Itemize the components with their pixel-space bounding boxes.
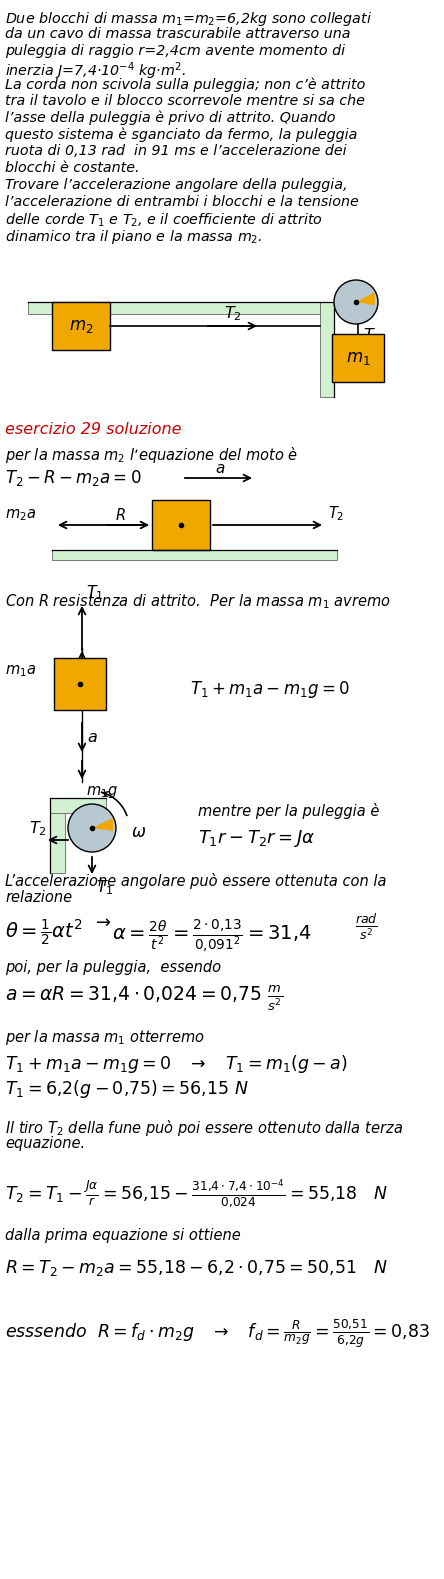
Text: $T_1 + m_1 a - m_1 g = 0$: $T_1 + m_1 a - m_1 g = 0$ [190,679,350,699]
Text: questo sistema è sganciato da fermo, la puleggia: questo sistema è sganciato da fermo, la … [5,128,357,142]
Text: inerzia $J$=7,4·10$^{-4}$ kg·m$^2$.: inerzia $J$=7,4·10$^{-4}$ kg·m$^2$. [5,60,186,82]
Bar [320,302,334,396]
Text: $T_1 + m_1 a - m_1 g = 0$   $\rightarrow$   $T_1 = m_1 ( g - a )$: $T_1 + m_1 a - m_1 g = 0$ $\rightarrow$ … [5,1053,348,1075]
Text: blocchi è costante.: blocchi è costante. [5,161,139,175]
Text: $m_2 a$: $m_2 a$ [5,507,36,523]
Text: $R$: $R$ [115,507,125,523]
Text: l’asse della puleggia è privo di attrito. Quando: l’asse della puleggia è privo di attrito… [5,111,336,125]
Text: poi, per la puleggia,  essendo: poi, per la puleggia, essendo [5,960,221,974]
Text: da un cavo di massa trascurabile attraverso una: da un cavo di massa trascurabile attrave… [5,27,350,41]
Text: dinamico tra il piano e la massa $m_2$.: dinamico tra il piano e la massa $m_2$. [5,229,262,246]
Text: $m_1 a$: $m_1 a$ [5,663,36,679]
Text: Trovare l’accelerazione angolare della puleggia,: Trovare l’accelerazione angolare della p… [5,178,348,193]
Text: Con R resistenza di attrito.  Per la massa $m_1$ avremo: Con R resistenza di attrito. Per la mass… [5,592,391,611]
Circle shape [334,279,378,324]
Text: $T_1 = 6{,}2( g - 0{,}75 ) = 56{,}15\ N$: $T_1 = 6{,}2( g - 0{,}75 ) = 56{,}15\ N$ [5,1078,249,1101]
Bar [50,797,106,813]
Circle shape [68,804,116,853]
Text: $a = \alpha R = 31{,}4 \cdot 0{,}024 = 0{,}75\ \frac{m}{s^2}$: $a = \alpha R = 31{,}4 \cdot 0{,}024 = 0… [5,984,283,1012]
Bar [52,302,110,351]
Text: $a$: $a$ [215,461,225,475]
Text: $T_1$: $T_1$ [86,583,104,602]
Text: $T_2 - R - m_2 a = 0$: $T_2 - R - m_2 a = 0$ [5,467,142,488]
Text: $a$: $a$ [87,731,98,745]
Text: $T_1$: $T_1$ [96,878,114,897]
Text: $T_1$: $T_1$ [363,325,381,344]
Bar [52,549,337,561]
Text: $R = T_2 - m_2 a = 55{,}18 - 6{,}2 \cdot 0{,}75 = 50{,}51$   $N$: $R = T_2 - m_2 a = 55{,}18 - 6{,}2 \cdot… [5,1258,388,1277]
Text: $T_2$: $T_2$ [29,820,47,838]
Text: $m_1$: $m_1$ [346,349,370,366]
Polygon shape [92,818,113,831]
Text: $\theta = \frac{1}{2}\alpha t^2$: $\theta = \frac{1}{2}\alpha t^2$ [5,917,83,947]
Text: $T_2 = T_1 - \frac{J\alpha}{r} = 56{,}15 - \frac{31{,}4 \cdot 7{,}4 \cdot 10^{-4: $T_2 = T_1 - \frac{J\alpha}{r} = 56{,}15… [5,1178,388,1211]
Text: puleggia di raggio r=2,4cm avente momento di: puleggia di raggio r=2,4cm avente moment… [5,44,345,57]
Text: Il tiro $T_2$ della fune può poi essere ottenuto dalla terza: Il tiro $T_2$ della fune può poi essere … [5,1118,403,1138]
Text: delle corde $T_1$ e $T_2$, e il coefficiente di attrito: delle corde $T_1$ e $T_2$, e il coeffici… [5,212,323,229]
Text: $T_1 r - T_2 r = J\alpha$: $T_1 r - T_2 r = J\alpha$ [198,827,315,850]
Text: tra il tavolo e il blocco scorrevole mentre si sa che: tra il tavolo e il blocco scorrevole men… [5,95,365,107]
Bar [54,658,106,711]
Text: relazione: relazione [5,891,72,905]
Bar [28,302,320,314]
Text: l’accelerazione di entrambi i blocchi e la tensione: l’accelerazione di entrambi i blocchi e … [5,194,359,208]
Text: $T_2$: $T_2$ [224,305,242,324]
Text: per la massa $m_2$ l’equazione del moto è: per la massa $m_2$ l’equazione del moto … [5,445,298,464]
Polygon shape [356,292,375,305]
Bar [332,335,384,382]
Text: dalla prima equazione si ottiene: dalla prima equazione si ottiene [5,1228,241,1243]
Text: La corda non scivola sulla puleggia; non c’è attrito: La corda non scivola sulla puleggia; non… [5,77,365,92]
Text: $m_2$: $m_2$ [69,317,93,335]
Text: $\frac{rad}{s^2}$: $\frac{rad}{s^2}$ [355,913,378,943]
Text: $\omega$: $\omega$ [131,823,146,842]
Text: $\rightarrow$: $\rightarrow$ [92,913,112,932]
Text: $\alpha = \frac{2\theta}{t^2} = \frac{2 \cdot 0{,}13}{0{,}091^2} = 31{,}4$: $\alpha = \frac{2\theta}{t^2} = \frac{2 … [112,917,312,955]
Text: ruota di 0,13 rad  in 91 ms e l’accelerazione dei: ruota di 0,13 rad in 91 ms e l’acceleraz… [5,144,347,158]
Text: esercizio 29 soluzione: esercizio 29 soluzione [5,422,182,437]
Text: Due blocchi di massa $m_1$=$m_2$=6,2kg sono collegati: Due blocchi di massa $m_1$=$m_2$=6,2kg s… [5,9,372,28]
Text: per la massa $m_1$ otterremo: per la massa $m_1$ otterremo [5,1028,205,1047]
Text: L’accelerazione angolare può essere ottenuta con la: L’accelerazione angolare può essere otte… [5,873,386,889]
Text: mentre per la puleggia è: mentre per la puleggia è [198,804,379,820]
Bar [50,797,65,873]
Text: $T_2$: $T_2$ [328,504,345,523]
Text: $m_1 g$: $m_1 g$ [86,785,118,801]
Bar [152,501,210,549]
Text: equazione.: equazione. [5,1135,85,1151]
Text: esssendo  $R = f_d \cdot m_2 g$   $\rightarrow$   $f_d = \frac{R}{m_2 g} = \frac: esssendo $R = f_d \cdot m_2 g$ $\rightar… [5,1318,430,1350]
